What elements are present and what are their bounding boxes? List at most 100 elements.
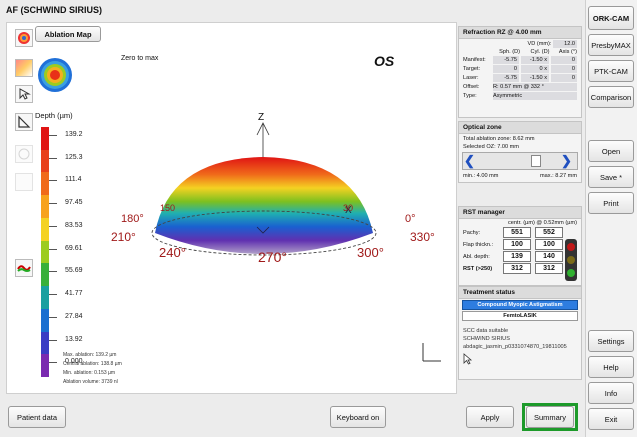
axis-value[interactable]: 0 bbox=[551, 74, 577, 82]
disabled-blank-icon bbox=[15, 173, 33, 191]
oz-decrease-icon[interactable]: ❮ bbox=[464, 153, 475, 168]
ablation-volume: Ablation volume: 3739 nl bbox=[63, 379, 118, 385]
open-button[interactable]: Open bbox=[588, 140, 634, 162]
scale-swatch bbox=[41, 149, 49, 173]
min-ablation: Min. ablation: 0.153 µm bbox=[63, 370, 116, 376]
rst-offset-value: 312 bbox=[535, 263, 563, 274]
angle-180: 180° bbox=[121, 213, 144, 225]
col-sph: Sph. (D) bbox=[499, 49, 520, 55]
info-button[interactable]: Info bbox=[588, 382, 634, 404]
summary-button[interactable]: Summary bbox=[526, 406, 574, 428]
rst-offset-value[interactable]: 100 bbox=[535, 239, 563, 250]
treatment-panel: Treatment status Compound Myopic Astigma… bbox=[458, 286, 582, 380]
keyboard-toggle-button[interactable]: Keyboard on bbox=[330, 406, 386, 428]
ork-cam-button[interactable]: ORK-CAM bbox=[588, 6, 634, 30]
color-map-icon[interactable] bbox=[15, 29, 33, 47]
refraction-title: Refraction RZ @ 4.00 mm bbox=[459, 27, 581, 39]
comparison-button[interactable]: Comparison bbox=[588, 86, 634, 108]
rst-offset-value[interactable]: 552 bbox=[535, 227, 563, 238]
rst-header: centr. (µm) @ 0.52mm (µm) bbox=[508, 220, 577, 226]
rst-row: Pachy: 551 552 bbox=[463, 227, 577, 238]
scale-label: 139.2 bbox=[65, 131, 83, 138]
angle-0: 0° bbox=[405, 213, 416, 225]
scale-tick bbox=[49, 225, 57, 227]
rst-title: RST manager bbox=[459, 207, 581, 219]
col-cyl: Cyl. (D) bbox=[530, 49, 550, 55]
oz-increase-icon[interactable]: ❯ bbox=[561, 153, 572, 168]
scale-tick bbox=[49, 316, 57, 318]
rst-row-label: Abl. depth: bbox=[463, 253, 490, 260]
angle-150: 150 bbox=[160, 203, 176, 213]
type-value: Asymmetric bbox=[493, 92, 577, 100]
angle-210: 210° bbox=[111, 230, 136, 244]
summary-highlight bbox=[522, 403, 578, 431]
max-ablation: Max. ablation: 139.2 µm bbox=[63, 352, 117, 358]
scale-tick bbox=[49, 157, 57, 159]
cyl-value[interactable]: -1.50 x bbox=[521, 74, 549, 82]
axes-glyph bbox=[422, 343, 441, 362]
scale-swatch bbox=[41, 354, 49, 378]
sph-value[interactable]: 0 bbox=[493, 65, 519, 73]
wave-profile-icon[interactable] bbox=[15, 259, 33, 277]
apply-button[interactable]: Apply bbox=[466, 406, 514, 428]
sph-value[interactable]: -5.75 bbox=[493, 74, 519, 82]
rst-panel: RST manager centr. (µm) @ 0.52mm (µm) Pa… bbox=[458, 206, 582, 286]
scale-label: 13.92 bbox=[65, 335, 83, 343]
cyl-value[interactable]: -1.50 x bbox=[521, 56, 549, 64]
ablation-stats: Max. ablation: 139.2 µm Central ablation… bbox=[63, 351, 122, 387]
axis-value[interactable]: 0 bbox=[551, 56, 577, 64]
ptk-cam-button[interactable]: PTK-CAM bbox=[588, 60, 634, 82]
scale-swatch bbox=[41, 217, 49, 242]
col-axis: Axis (°) bbox=[558, 49, 577, 55]
rst-row: RST (>250) 312 312 bbox=[463, 263, 577, 274]
rst-central-value: 139 bbox=[503, 251, 531, 262]
rst-row-label: Pachy: bbox=[463, 229, 481, 236]
oz-slider-thumb[interactable] bbox=[530, 155, 541, 167]
rst-central-value[interactable]: 100 bbox=[503, 239, 531, 250]
vd-value[interactable]: 12.0 bbox=[553, 40, 577, 48]
rst-central-value: 312 bbox=[503, 263, 531, 274]
print-button[interactable]: Print bbox=[588, 192, 634, 214]
tab-ablation-map[interactable]: Ablation Map bbox=[35, 26, 101, 42]
ablation-map-view: Ablation Map Zero to max OS Depth (µm) 1… bbox=[6, 22, 457, 394]
scale-swatch bbox=[41, 308, 49, 333]
rst-row: Abl. depth: 139 140 bbox=[463, 251, 577, 262]
rst-central-value[interactable]: 551 bbox=[503, 227, 531, 238]
scale-label: 97.45 bbox=[65, 199, 83, 207]
help-button[interactable]: Help bbox=[588, 356, 634, 378]
ablation-3d-plot bbox=[151, 122, 377, 256]
z-axis-label: Z bbox=[258, 112, 265, 123]
oz-slider[interactable]: ❮ ❯ bbox=[462, 152, 578, 170]
settings-button[interactable]: Settings bbox=[588, 330, 634, 352]
cyl-value[interactable]: 0 x bbox=[521, 65, 549, 73]
treatment-type: Compound Myopic Astigmatism bbox=[462, 300, 578, 310]
scale-tick bbox=[49, 248, 57, 250]
save-button[interactable]: Save * bbox=[588, 166, 634, 188]
scale-tick bbox=[49, 180, 57, 182]
axis-value[interactable]: 0 bbox=[551, 65, 577, 73]
rst-offset-value: 140 bbox=[535, 251, 563, 262]
treatment-method: FemtoLASIK bbox=[462, 311, 578, 321]
window-title: AF (SCHWIND SIRIUS) bbox=[6, 5, 102, 15]
selected-oz: Selected OZ: 7.00 mm bbox=[463, 144, 519, 150]
scale-swatch bbox=[41, 286, 49, 310]
angle-30: 30 bbox=[343, 203, 354, 213]
sph-value[interactable]: -5.75 bbox=[493, 56, 519, 64]
scale-swatch bbox=[41, 172, 49, 196]
oz-min: min.: 4.00 mm bbox=[463, 173, 499, 179]
angle-300: 300° bbox=[357, 245, 384, 260]
cursor-select-icon[interactable] bbox=[15, 85, 33, 103]
patient-data-button[interactable]: Patient data bbox=[8, 406, 66, 428]
refraction-row-label: Laser: bbox=[463, 75, 479, 81]
scale-label: 41.77 bbox=[65, 290, 83, 298]
measure-triangle-icon[interactable] bbox=[15, 113, 33, 131]
scale-label: 83.53 bbox=[65, 221, 83, 229]
gradient-icon[interactable] bbox=[15, 59, 33, 77]
scale-tick bbox=[49, 135, 57, 136]
traffic-light-icon bbox=[565, 239, 577, 281]
exit-button[interactable]: Exit bbox=[588, 408, 634, 430]
presbymax-button[interactable]: PresbyMAX bbox=[588, 34, 634, 56]
